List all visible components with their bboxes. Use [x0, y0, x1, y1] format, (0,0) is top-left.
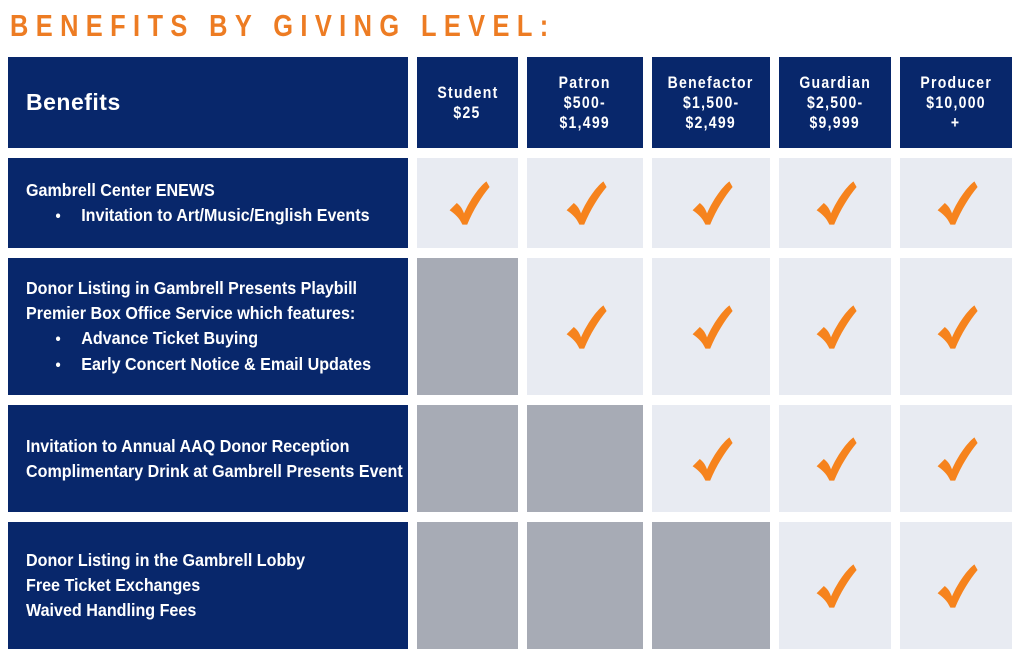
level-name: Producer — [920, 73, 992, 92]
benefit-included-cell — [900, 405, 1012, 512]
benefit-bullet-line: Advance Ticket Buying — [26, 326, 370, 352]
benefit-text-line: Complimentary Drink at Gambrell Presents… — [26, 460, 403, 481]
benefit-bullet-line: Early Concert Notice & Email Updates — [26, 352, 372, 378]
check-icon — [816, 436, 857, 481]
level-range-line: $25 — [453, 103, 482, 122]
benefit-included-cell — [779, 522, 891, 649]
benefit-not-included-cell — [417, 258, 518, 395]
benefits-column-header: Benefits — [8, 57, 408, 148]
level-range-line: $1,500- — [682, 93, 740, 112]
page-title: BENEFITS BY GIVING LEVEL: — [10, 8, 556, 43]
benefit-text-line: Donor Listing in the Gambrell Lobby — [26, 550, 306, 570]
check-icon — [937, 563, 978, 608]
level-column-header-patron: Patron $500- $1,499 — [527, 57, 643, 148]
level-name: Patron — [558, 73, 612, 92]
benefit-not-included-cell — [527, 522, 643, 649]
level-name: Benefactor — [667, 73, 755, 92]
check-icon — [937, 436, 978, 481]
level-range-line: $9,999 — [809, 113, 861, 132]
benefit-label: Gambrell Center ENEWS Invitation to Art/M… — [26, 178, 370, 229]
benefit-label: Donor Listing in the Gambrell Lobby Free … — [26, 548, 370, 623]
benefit-label-cell: Gambrell Center ENEWS Invitation to Art/M… — [8, 158, 408, 248]
level-range-line: $2,499 — [685, 113, 737, 132]
check-icon — [816, 563, 857, 608]
check-icon — [449, 181, 490, 225]
benefit-not-included-cell — [527, 405, 643, 512]
benefit-included-cell — [900, 522, 1012, 649]
level-range-line: $500- — [563, 93, 607, 112]
benefit-bullet-text: Early Concert Notice & Email Updates — [81, 353, 372, 374]
benefit-label: Invitation to Annual AAQ Donor Reception… — [26, 434, 403, 484]
benefit-included-cell — [652, 158, 770, 248]
bullet-icon — [55, 352, 81, 378]
level-column-header-student: Student $25 — [417, 57, 518, 148]
benefit-included-cell — [417, 158, 518, 248]
benefit-bullet-text: Advance Ticket Buying — [81, 327, 259, 348]
benefit-included-cell — [900, 258, 1012, 395]
benefit-included-cell — [527, 258, 643, 395]
check-icon — [692, 181, 733, 225]
level-column-header-guardian: Guardian $2,500- $9,999 — [779, 57, 891, 148]
benefit-label: Donor Listing in Gambrell Presents Playb… — [26, 276, 372, 378]
benefit-label-cell: Invitation to Annual AAQ Donor Reception… — [8, 405, 408, 512]
check-icon — [816, 181, 857, 225]
benefit-label-cell: Donor Listing in Gambrell Presents Playb… — [8, 258, 408, 395]
check-icon — [937, 181, 978, 225]
benefit-text-line: Invitation to Annual AAQ Donor Reception — [26, 435, 350, 456]
check-icon — [692, 304, 733, 349]
level-name: Student — [436, 83, 499, 102]
check-icon — [566, 181, 607, 225]
benefit-text-line: Donor Listing in Gambrell Presents Playb… — [26, 277, 358, 298]
benefit-text-line: Gambrell Center ENEWS — [26, 179, 215, 200]
benefit-included-cell — [779, 158, 891, 248]
benefit-included-cell — [527, 158, 643, 248]
level-range-line: $10,000 — [926, 93, 986, 112]
benefit-text-line: Free Ticket Exchanges — [26, 575, 201, 595]
level-range-line: $2,500- — [806, 93, 864, 112]
bullet-icon — [55, 203, 81, 229]
check-icon — [816, 304, 857, 349]
benefit-text-line: Premier Box Office Service which feature… — [26, 302, 356, 323]
level-range-line: + — [951, 113, 961, 132]
benefit-label-cell: Donor Listing in the Gambrell Lobby Free … — [8, 522, 408, 649]
benefit-included-cell — [779, 405, 891, 512]
benefits-table: Benefits Student $25 Patron $500- $1,499 Benef… — [8, 57, 1024, 649]
check-icon — [692, 436, 733, 481]
level-column-header-producer: Producer $10,000 + — [900, 57, 1012, 148]
benefit-not-included-cell — [417, 405, 518, 512]
level-column-header-benefactor: Benefactor $1,500- $2,499 — [652, 57, 770, 148]
benefit-included-cell — [652, 258, 770, 395]
check-icon — [566, 304, 607, 349]
benefit-bullet-line: Invitation to Art/Music/English Events — [26, 203, 370, 229]
check-icon — [937, 304, 978, 349]
benefit-included-cell — [652, 405, 770, 512]
level-range-line: $1,499 — [559, 113, 611, 132]
benefit-text-line: Waived Handling Fees — [26, 600, 197, 620]
bullet-icon — [55, 326, 81, 352]
level-name: Guardian — [799, 73, 871, 92]
benefit-included-cell — [779, 258, 891, 395]
benefit-not-included-cell — [652, 522, 770, 649]
benefit-not-included-cell — [417, 522, 518, 649]
benefit-bullet-text: Invitation to Art/Music/English Events — [81, 204, 370, 225]
benefit-included-cell — [900, 158, 1012, 248]
